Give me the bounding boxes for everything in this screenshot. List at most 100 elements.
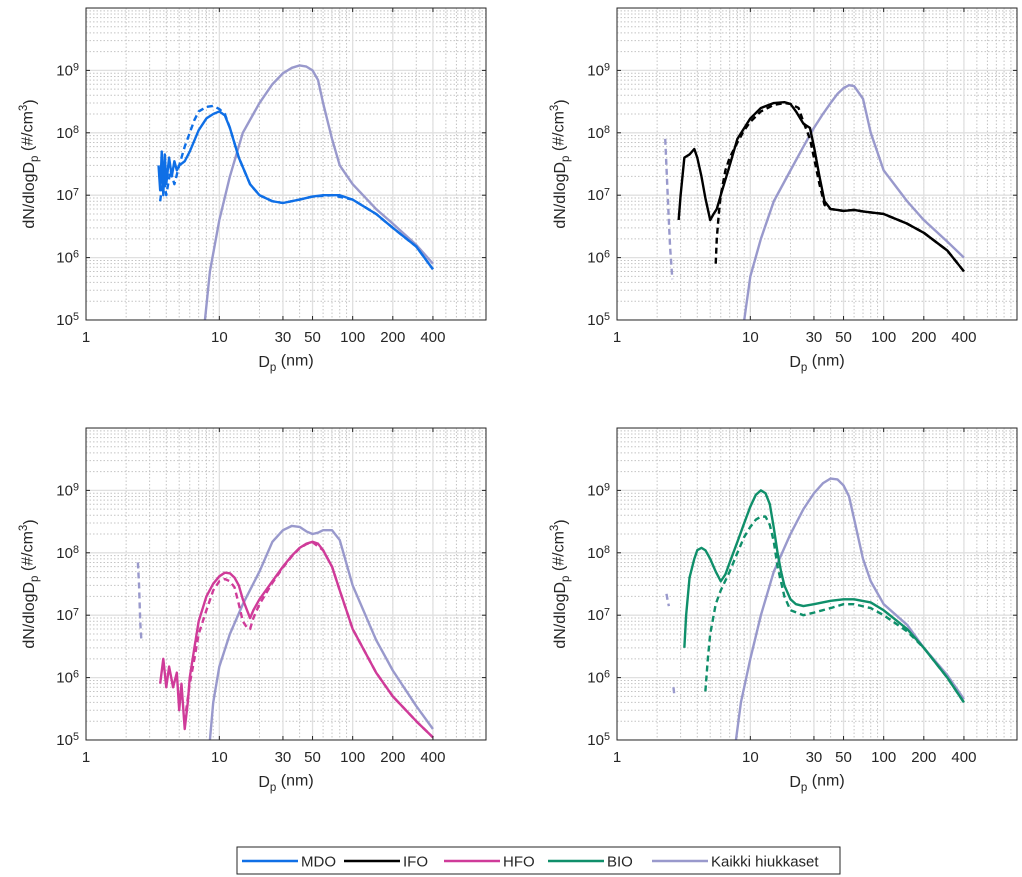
grid [86,8,486,320]
y-tick-label: 105​ [56,731,79,749]
x-tick-label: 1 [613,329,621,346]
legend-label-mdo: MDO [301,854,336,871]
y-axis-label: dN/dlogDp​ (#/cm3​) [18,519,41,648]
x-tick-label: 100 [871,749,896,766]
x-tick-label: 30 [275,329,292,346]
y-tick-label: 108​ [56,124,79,142]
x-tick-label: 1 [613,749,621,766]
y-tick-label: 107​ [587,606,610,624]
series-line-mdo-solid-1 [157,110,434,270]
x-axis-label: Dp​ (nm) [789,772,844,794]
x-tick-label: 50 [835,329,852,346]
x-axis-label: Dp​ (nm) [789,352,844,374]
x-tick-label: 10 [742,329,759,346]
legend-label-bio: BIO [607,854,633,871]
series-line-hfo-dashed-3 [183,540,434,739]
plot-area [617,428,1017,740]
panel-mdo: 1 10 30 50 100 200 400 105​ 106​ 107​ 108​ 109​ Dp​ … [18,7,487,374]
y-axis-label: dN/dlogDp​ (#/cm3​) [549,99,572,228]
x-tick-label: 10 [211,749,228,766]
series-line-kaikki-hiukkaset-solid-1 [743,83,965,320]
legend-label-all: Kaikki hiukkaset [711,854,819,871]
series-group [664,83,965,320]
x-tick-label: 400 [951,749,976,766]
x-tick-label: 10 [742,749,759,766]
panel-hfo: 1 10 30 50 100 200 400 105​ 106​ 107​ 108​ 109​ Dp​ … [18,427,487,794]
y-tick-label: 109​ [587,62,610,80]
x-tick-label: 50 [304,329,321,346]
panel-bio: 1 10 30 50 100 200 400 105​ 106​ 107​ 108​ 109​ Dp​ … [549,427,1018,794]
x-tick-label: 400 [951,329,976,346]
axes-box [616,7,1018,321]
legend-item-hfo: HFO [444,854,535,871]
legend-label-ifo: IFO [403,854,428,871]
x-tick-label: 100 [340,749,365,766]
y-tick-label: 106​ [587,249,610,267]
legend-items: MDO IFO HFO BIO Kaikki hiukkaset [242,854,819,871]
y-tick-label: 106​ [587,669,610,687]
x-tick-label: 50 [304,749,321,766]
x-tick-label: 200 [911,329,936,346]
series-line-kaikki-hiukkaset-dashed-0 [665,593,671,607]
x-tick-label: 30 [806,749,823,766]
legend-item-bio: BIO [548,854,633,871]
legend-item-mdo: MDO [242,854,336,871]
y-tick-label: 108​ [587,544,610,562]
x-tick-label: 50 [835,749,852,766]
y-tick-label: 109​ [587,482,610,500]
grid [86,428,486,740]
x-tick-label: 100 [871,329,896,346]
series-line-bio-dashed-4 [704,515,965,704]
legend-item-ifo: IFO [344,854,428,871]
series-line-kaikki-hiukkaset-solid-0 [203,64,434,320]
axes-box [85,427,487,741]
x-tick-label: 200 [380,749,405,766]
y-tick-label: 109​ [56,62,79,80]
series-line-kaikki-hiukkaset-solid-2 [734,477,965,740]
series-group [665,477,965,740]
y-tick-label: 105​ [587,311,610,329]
y-tick-label: 105​ [587,731,610,749]
x-tick-label: 200 [911,749,936,766]
x-tick-label: 30 [275,749,292,766]
x-tick-label: 200 [380,329,405,346]
y-tick-label: 106​ [56,669,79,687]
series-line-kaikki-hiukkaset-dashed-0 [664,138,674,280]
y-tick-label: 105​ [56,311,79,329]
x-tick-label: 1 [82,749,90,766]
series-line-kaikki-hiukkaset-dashed-1 [672,687,676,697]
x-tick-label: 10 [211,329,228,346]
y-tick-label: 108​ [56,544,79,562]
series-group [136,524,434,740]
grid [617,8,1017,320]
legend: MDO IFO HFO BIO Kaikki hiukkaset [236,846,841,875]
panel-ifo: 1 10 30 50 100 200 400 105​ 106​ 107​ 108​ 109​ Dp​ … [549,7,1018,374]
x-tick-label: 1 [82,329,90,346]
series-line-kaikki-hiukkaset-solid-1 [208,524,434,740]
series-line-hfo-solid-2 [158,540,434,739]
grid [617,428,1017,740]
series-line-bio-solid-3 [683,489,965,704]
y-tick-label: 107​ [56,606,79,624]
legend-box [236,846,841,875]
y-axis-label: dN/dlogDp​ (#/cm3​) [18,99,41,228]
series-line-kaikki-hiukkaset-dashed-0 [136,562,143,641]
y-axis-label: dN/dlogDp​ (#/cm3​) [549,519,572,648]
x-tick-label: 30 [806,329,823,346]
legend-item-all: Kaikki hiukkaset [652,854,819,871]
x-axis-label: Dp​ (nm) [258,352,313,374]
plot-area [86,8,486,320]
x-axis-label: Dp​ (nm) [258,772,313,794]
panels: 1 10 30 50 100 200 400 105​ 106​ 107​ 108​ 109​ Dp​ … [18,7,1018,794]
series-group [157,64,434,320]
y-tick-label: 107​ [56,186,79,204]
axes-box [616,427,1018,741]
legend-label-hfo: HFO [503,854,535,871]
x-tick-label: 400 [420,749,445,766]
y-tick-label: 109​ [56,482,79,500]
x-tick-label: 100 [340,329,365,346]
series-line-ifo-dashed-3 [714,101,965,273]
series-line-mdo-dashed-2 [158,104,434,270]
x-tick-label: 400 [420,329,445,346]
